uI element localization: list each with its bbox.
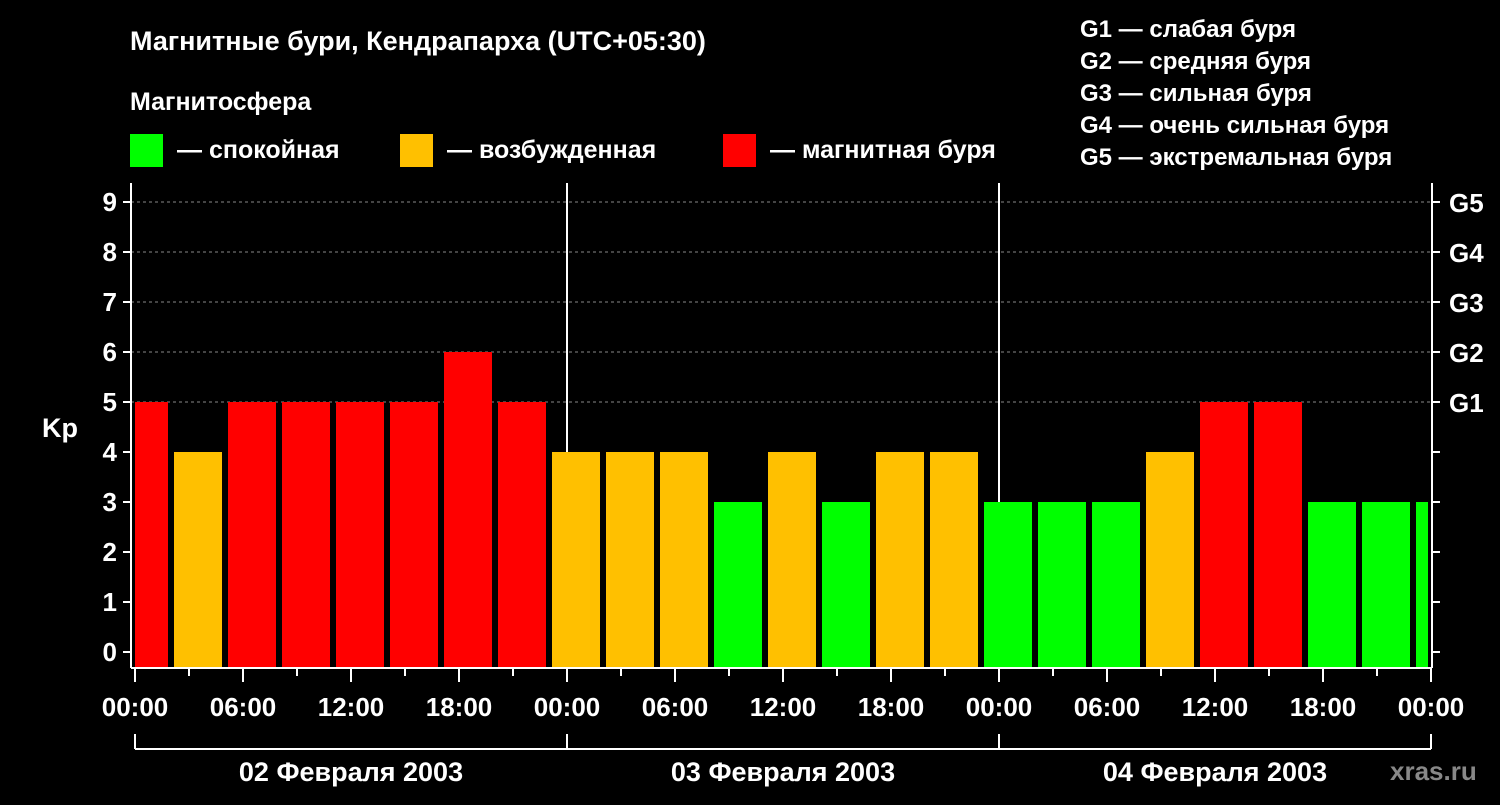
right-tick-label: G2 xyxy=(1449,338,1484,368)
x-tick-label: 12:00 xyxy=(1182,692,1249,722)
y-tick-label: 7 xyxy=(103,287,117,317)
watermark: xras.ru xyxy=(1390,756,1477,786)
kp-bar xyxy=(336,402,384,668)
y-tick-label: 4 xyxy=(103,437,118,467)
y-tick-label: 5 xyxy=(103,387,117,417)
right-tick-label: G3 xyxy=(1449,288,1484,318)
x-tick-label: 12:00 xyxy=(750,692,817,722)
x-tick-label: 00:00 xyxy=(966,692,1033,722)
right-tick-label: G4 xyxy=(1449,238,1484,268)
kp-bar xyxy=(282,402,330,668)
kp-bar xyxy=(174,452,222,668)
g-scale-item: G2 — средняя буря xyxy=(1080,48,1311,75)
kp-bar xyxy=(930,452,978,668)
kp-bar xyxy=(660,452,708,668)
kp-bar xyxy=(444,352,492,668)
y-tick-label: 1 xyxy=(103,587,117,617)
y-tick-label: 0 xyxy=(103,637,117,667)
right-tick-label: G1 xyxy=(1449,388,1484,418)
legend-swatch xyxy=(723,134,756,167)
x-tick-label: 12:00 xyxy=(318,692,385,722)
kp-bar xyxy=(1092,502,1140,668)
g-scale-item: G4 — очень сильная буря xyxy=(1080,112,1389,139)
x-tick-label: 06:00 xyxy=(1074,692,1141,722)
kp-bar xyxy=(1416,502,1428,668)
right-tick-label: G5 xyxy=(1449,188,1484,218)
day-label: 03 Февраля 2003 xyxy=(671,757,895,787)
kp-bar xyxy=(768,452,816,668)
kp-bar xyxy=(1200,402,1248,668)
kp-bar xyxy=(390,402,438,668)
kp-bar xyxy=(984,502,1032,668)
kp-bar xyxy=(498,402,546,668)
g-scale-item: G5 — экстремальная буря xyxy=(1080,144,1392,171)
legend-title: Магнитосфера xyxy=(130,88,312,116)
x-tick-label: 06:00 xyxy=(642,692,709,722)
y-tick-label: 2 xyxy=(103,537,117,567)
legend-label: — магнитная буря xyxy=(770,136,996,164)
kp-bar xyxy=(606,452,654,668)
x-tick-label: 00:00 xyxy=(1398,692,1465,722)
y-axis-label: Kp xyxy=(42,413,78,443)
x-tick-label: 00:00 xyxy=(102,692,169,722)
legend-label: — спокойная xyxy=(177,136,340,164)
kp-bar xyxy=(1362,502,1410,668)
g-scale-legend: G1 — слабая буря G2 — средняя буря G3 — си… xyxy=(1080,16,1392,171)
kp-bar xyxy=(135,402,168,668)
x-tick-label: 00:00 xyxy=(534,692,601,722)
day-label: 04 Февраля 2003 xyxy=(1103,757,1327,787)
kp-bar xyxy=(876,452,924,668)
g-scale-item: G1 — слабая буря xyxy=(1080,16,1296,43)
legend-swatch xyxy=(400,134,433,167)
kp-bar xyxy=(1038,502,1086,668)
x-tick-label: 18:00 xyxy=(1290,692,1357,722)
kp-bar xyxy=(1254,402,1302,668)
y-tick-label: 3 xyxy=(103,487,117,517)
g-scale-item: G3 — сильная буря xyxy=(1080,80,1312,107)
y-tick-label: 8 xyxy=(103,237,117,267)
y-tick-label: 9 xyxy=(103,187,117,217)
kp-bar xyxy=(714,502,762,668)
kp-bar xyxy=(822,502,870,668)
kp-bar xyxy=(1308,502,1356,668)
plot-area: 0 1 2 3 4 5 6 7 8 9 G1 G2 G3 G4 G5 00:00 06:00 12:00 18:00… xyxy=(102,183,1484,787)
x-tick-label: 06:00 xyxy=(210,692,277,722)
day-label: 02 Февраля 2003 xyxy=(239,757,463,787)
y-tick-label: 6 xyxy=(103,337,117,367)
x-tick-label: 18:00 xyxy=(858,692,925,722)
legend-label: — возбужденная xyxy=(447,136,656,164)
legend-swatch xyxy=(130,134,163,167)
legend: — спокойная — возбужденная — магнитная бур… xyxy=(130,134,996,167)
chart-title: Магнитные бури, Кендрапарха (UTC+05:30) xyxy=(130,26,706,56)
kp-bar xyxy=(228,402,276,668)
kp-bar xyxy=(1146,452,1194,668)
x-tick-label: 18:00 xyxy=(426,692,493,722)
kp-bar xyxy=(552,452,600,668)
